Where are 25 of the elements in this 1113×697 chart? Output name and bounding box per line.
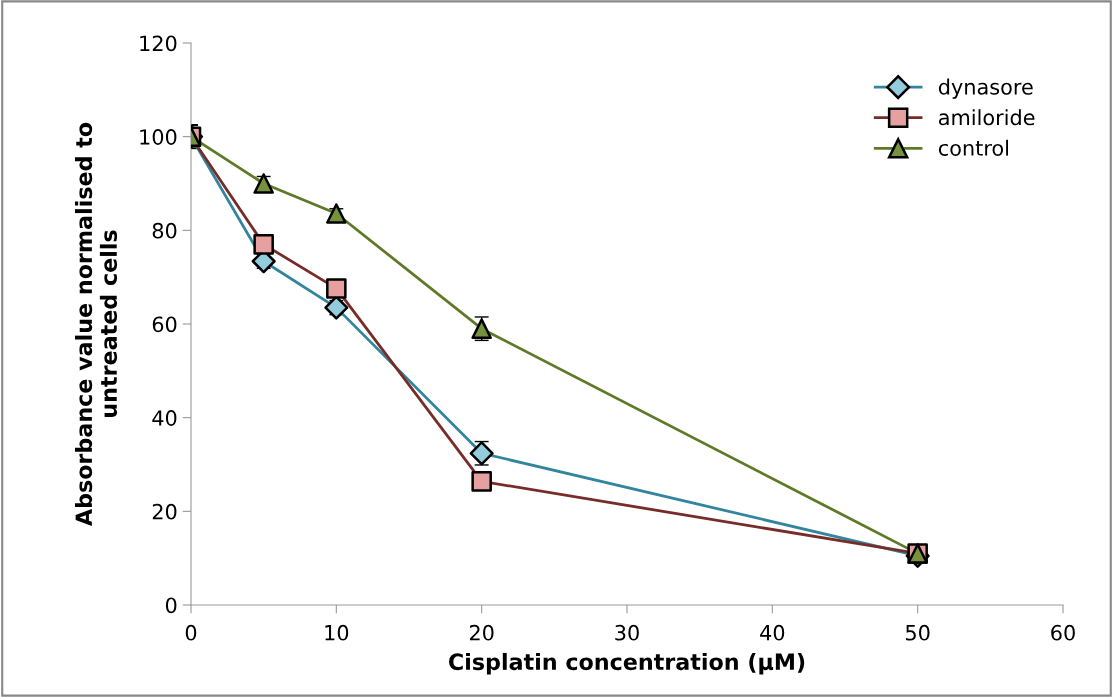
x-tick-label: 50 — [906, 624, 930, 641]
x-tick-label: 0 — [185, 624, 197, 641]
point — [469, 441, 494, 466]
x-axis-title: Cisplatin concentration (µM) — [449, 652, 805, 675]
point — [471, 471, 492, 492]
y-tick-label: 40 — [152, 410, 177, 426]
x-tick-label: 30 — [615, 624, 639, 641]
x-tick-label: 20 — [469, 624, 494, 641]
y-tick-label: 80 — [152, 222, 177, 239]
legend-label: dynasore — [938, 78, 1033, 99]
x-tick-label: 10 — [325, 624, 349, 641]
legend-label: control — [938, 139, 1008, 156]
y-tick-label: 60 — [152, 316, 177, 333]
y-tick-label: 120 — [140, 35, 177, 52]
point — [326, 278, 347, 299]
point — [253, 234, 274, 255]
point — [326, 203, 347, 224]
y-tick-label: 20 — [152, 503, 177, 520]
point — [253, 173, 274, 194]
y-axis-title: Absorbance value normalised to untreated cells — [74, 122, 118, 527]
legend-label: amiloride — [939, 109, 1035, 126]
x-tick-label: 60 — [1051, 624, 1075, 641]
x-tick-label: 40 — [760, 624, 785, 641]
y-tick-label: 100 — [140, 129, 177, 145]
y-tick-label: 0 — [165, 597, 177, 614]
